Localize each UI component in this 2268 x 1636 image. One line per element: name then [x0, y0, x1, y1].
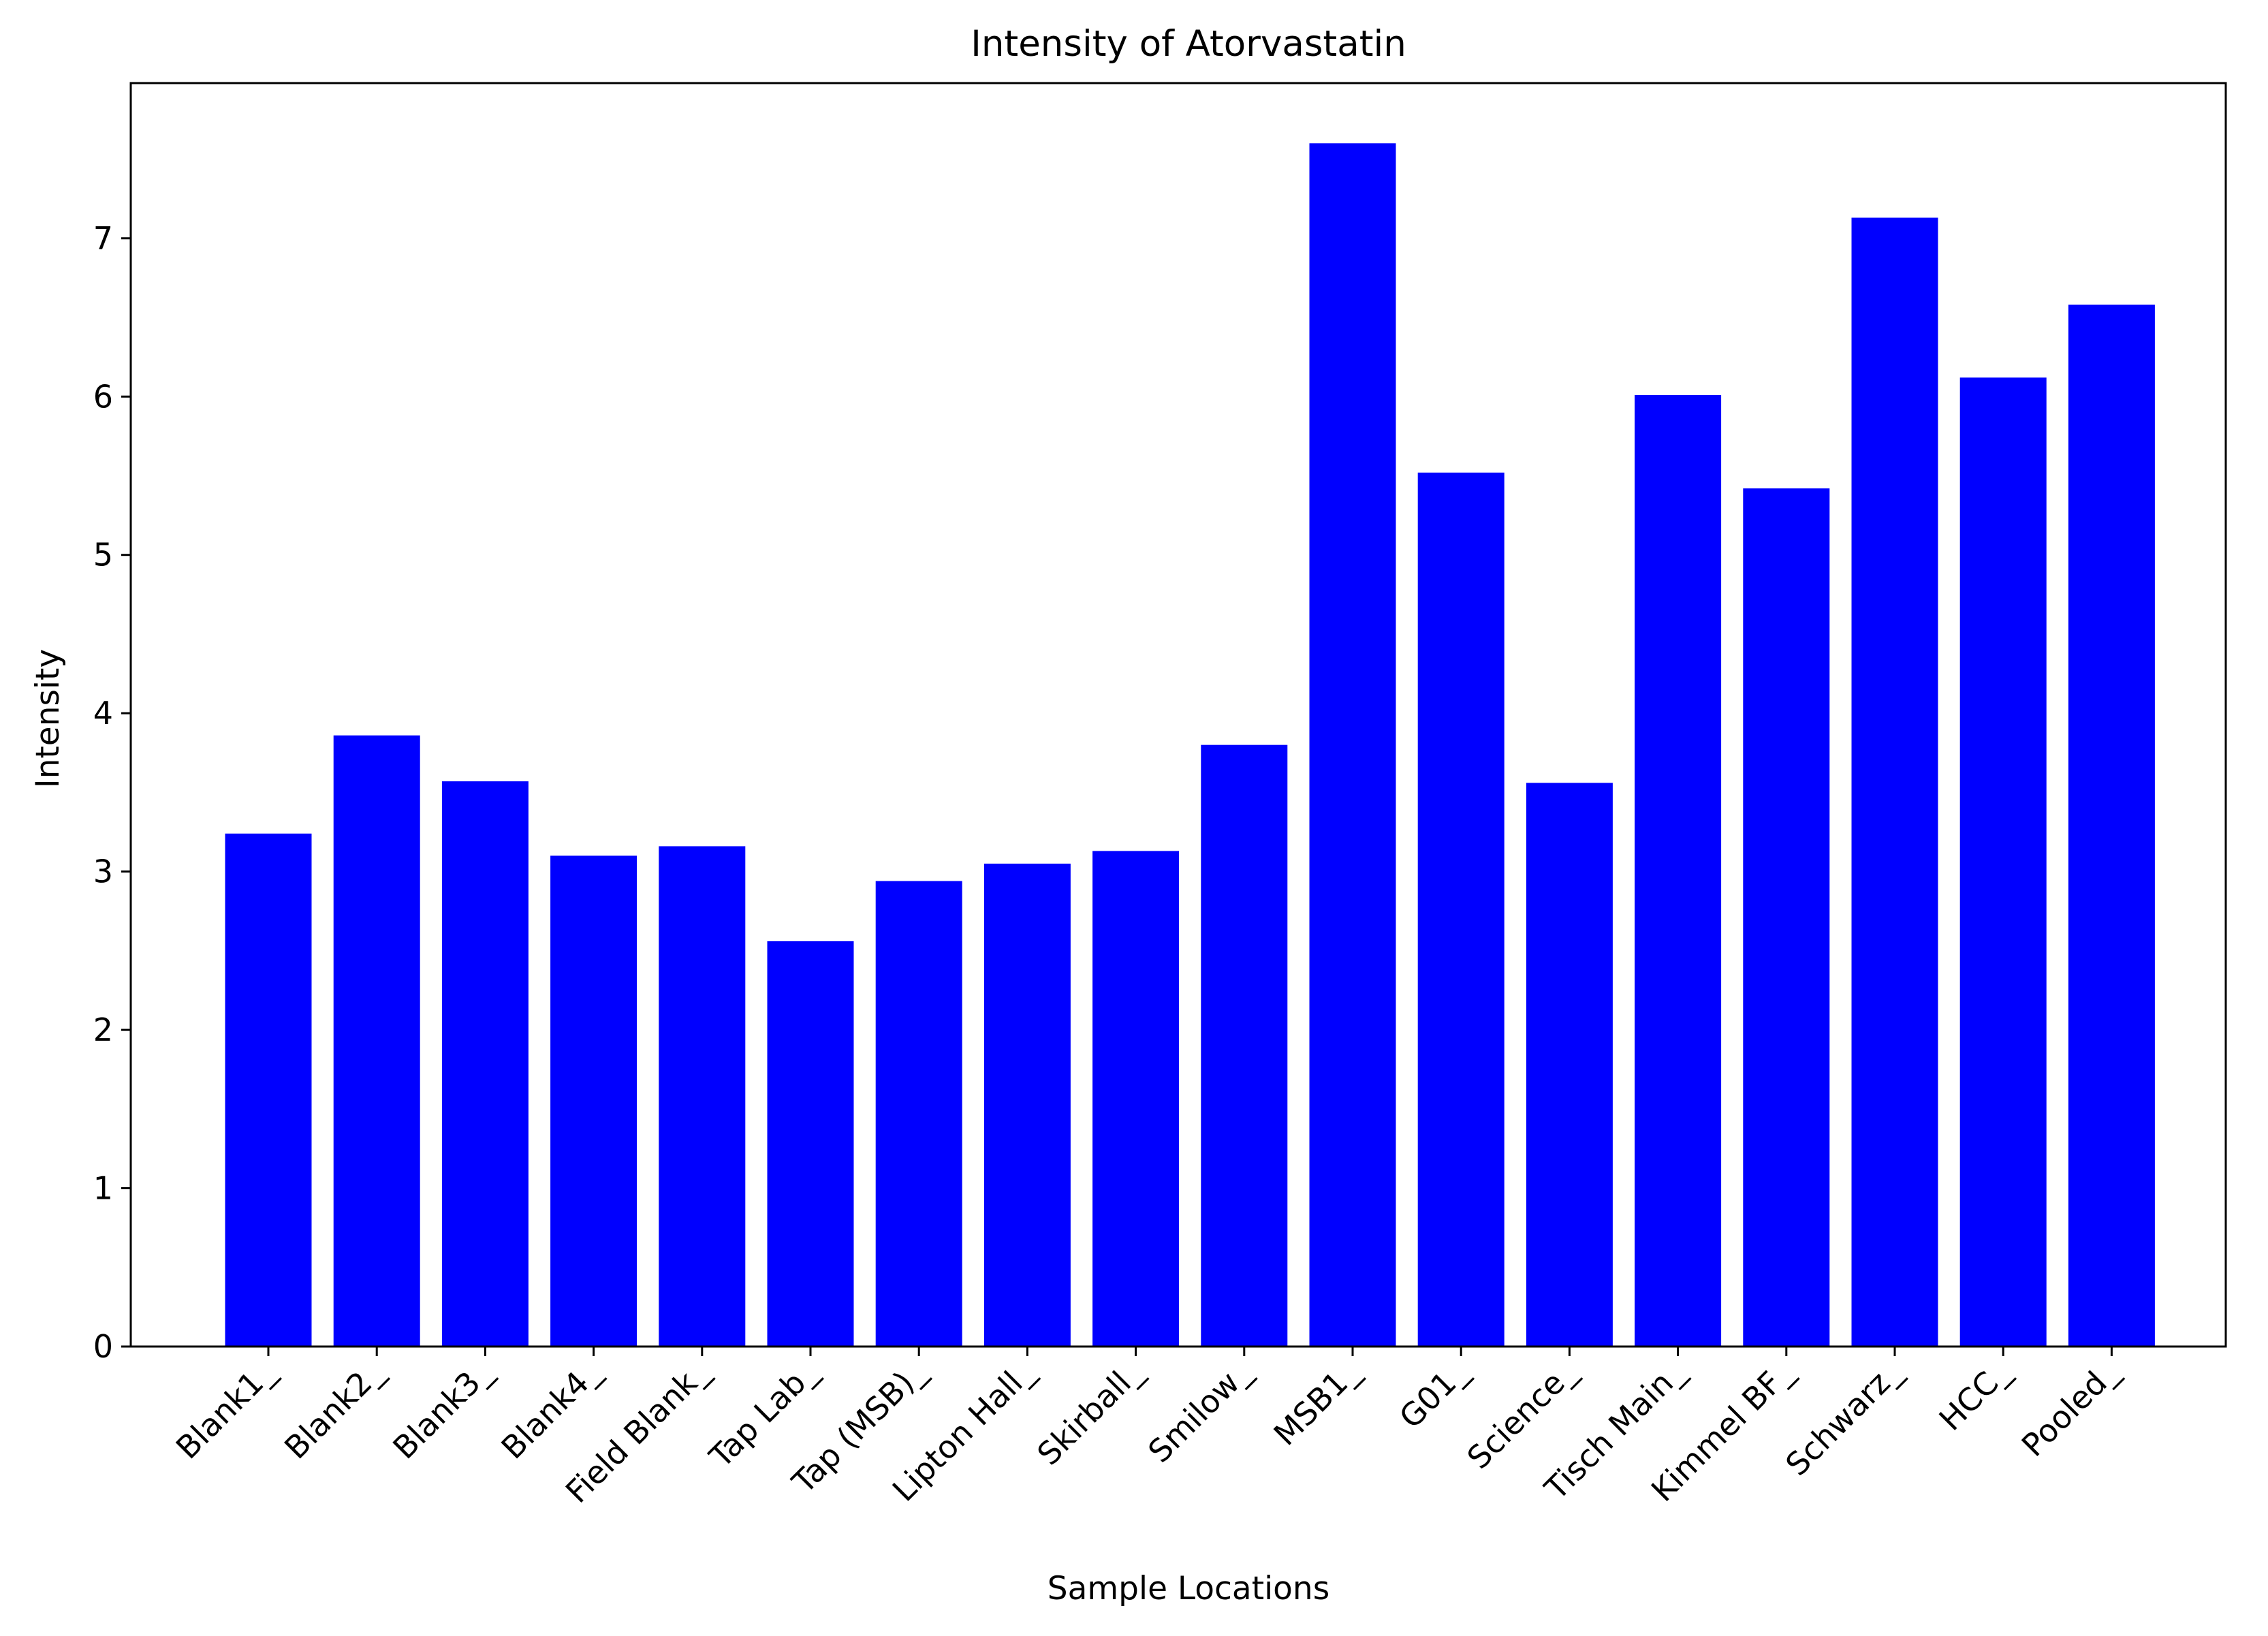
- bar: [1309, 143, 1396, 1347]
- y-tick-label: 0: [93, 1328, 113, 1365]
- y-axis: 0 1 2 3 4 5 6 7: [93, 220, 131, 1365]
- x-axis: Blank1_Blank2_Blank3_Blank4_Field Blank_…: [169, 1347, 2126, 1510]
- x-tick-label: Blank3_: [385, 1353, 499, 1466]
- x-tick-label: Blank1_: [169, 1353, 283, 1466]
- bar: [2068, 304, 2155, 1347]
- bar: [1526, 783, 1613, 1347]
- bar: [1201, 744, 1288, 1347]
- x-tick-label: MSB1_: [1267, 1353, 1367, 1453]
- bar: [983, 864, 1071, 1347]
- bar: [225, 833, 312, 1347]
- bar: [1092, 851, 1180, 1347]
- bar: [1417, 472, 1505, 1347]
- bars-group: [225, 143, 2155, 1347]
- x-tick-label: HCC_: [1932, 1353, 2017, 1438]
- bar: [333, 735, 420, 1347]
- y-axis-label: Intensity: [29, 649, 67, 789]
- y-tick-label: 3: [93, 853, 113, 890]
- plot-frame: [129, 82, 2227, 1348]
- x-tick-label: Schwarz_: [1778, 1353, 1908, 1483]
- bar: [550, 855, 637, 1347]
- bar: [875, 881, 962, 1347]
- y-tick-label: 1: [93, 1170, 113, 1207]
- bar: [767, 941, 854, 1347]
- x-axis-label: Sample Locations: [1048, 1570, 1329, 1607]
- x-tick-label: Skirball_: [1030, 1353, 1150, 1473]
- x-tick-label: G01_: [1392, 1353, 1475, 1436]
- y-tick-label: 6: [93, 378, 113, 415]
- x-tick-label: Blank2_: [277, 1353, 391, 1466]
- bar: [1635, 394, 1722, 1347]
- x-tick-label: Blank4_: [494, 1353, 608, 1466]
- x-tick-label: Pooled_: [2015, 1353, 2126, 1464]
- y-tick-label: 7: [93, 220, 113, 257]
- chart-title: Intensity of Atorvastatin: [971, 23, 1406, 65]
- y-tick-label: 4: [93, 695, 113, 732]
- bar: [1743, 488, 1830, 1347]
- y-tick-label: 2: [93, 1011, 113, 1048]
- bar: [1851, 217, 1938, 1347]
- bar: [441, 781, 529, 1347]
- bar: [1959, 377, 2047, 1347]
- y-tick-label: 5: [93, 537, 113, 573]
- bar: [659, 846, 746, 1347]
- x-tick-label: Smilow_: [1141, 1353, 1258, 1470]
